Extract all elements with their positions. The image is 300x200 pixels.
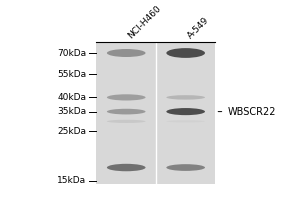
Text: 70kDa: 70kDa [57, 49, 86, 58]
Ellipse shape [166, 164, 205, 171]
Ellipse shape [166, 95, 205, 100]
Ellipse shape [107, 120, 146, 123]
Ellipse shape [166, 120, 205, 122]
Text: WBSCR22: WBSCR22 [218, 107, 276, 117]
Text: 55kDa: 55kDa [57, 70, 86, 79]
Ellipse shape [166, 108, 205, 115]
Text: 15kDa: 15kDa [57, 176, 86, 185]
Ellipse shape [166, 48, 205, 58]
Text: 25kDa: 25kDa [57, 127, 86, 136]
Ellipse shape [107, 49, 146, 57]
Ellipse shape [107, 109, 146, 114]
Ellipse shape [107, 94, 146, 101]
Text: A-549: A-549 [186, 16, 211, 41]
Text: 35kDa: 35kDa [57, 107, 86, 116]
Text: NCI-H460: NCI-H460 [126, 4, 163, 41]
Bar [97, 42, 215, 184]
Text: 40kDa: 40kDa [57, 93, 86, 102]
Ellipse shape [107, 164, 146, 171]
